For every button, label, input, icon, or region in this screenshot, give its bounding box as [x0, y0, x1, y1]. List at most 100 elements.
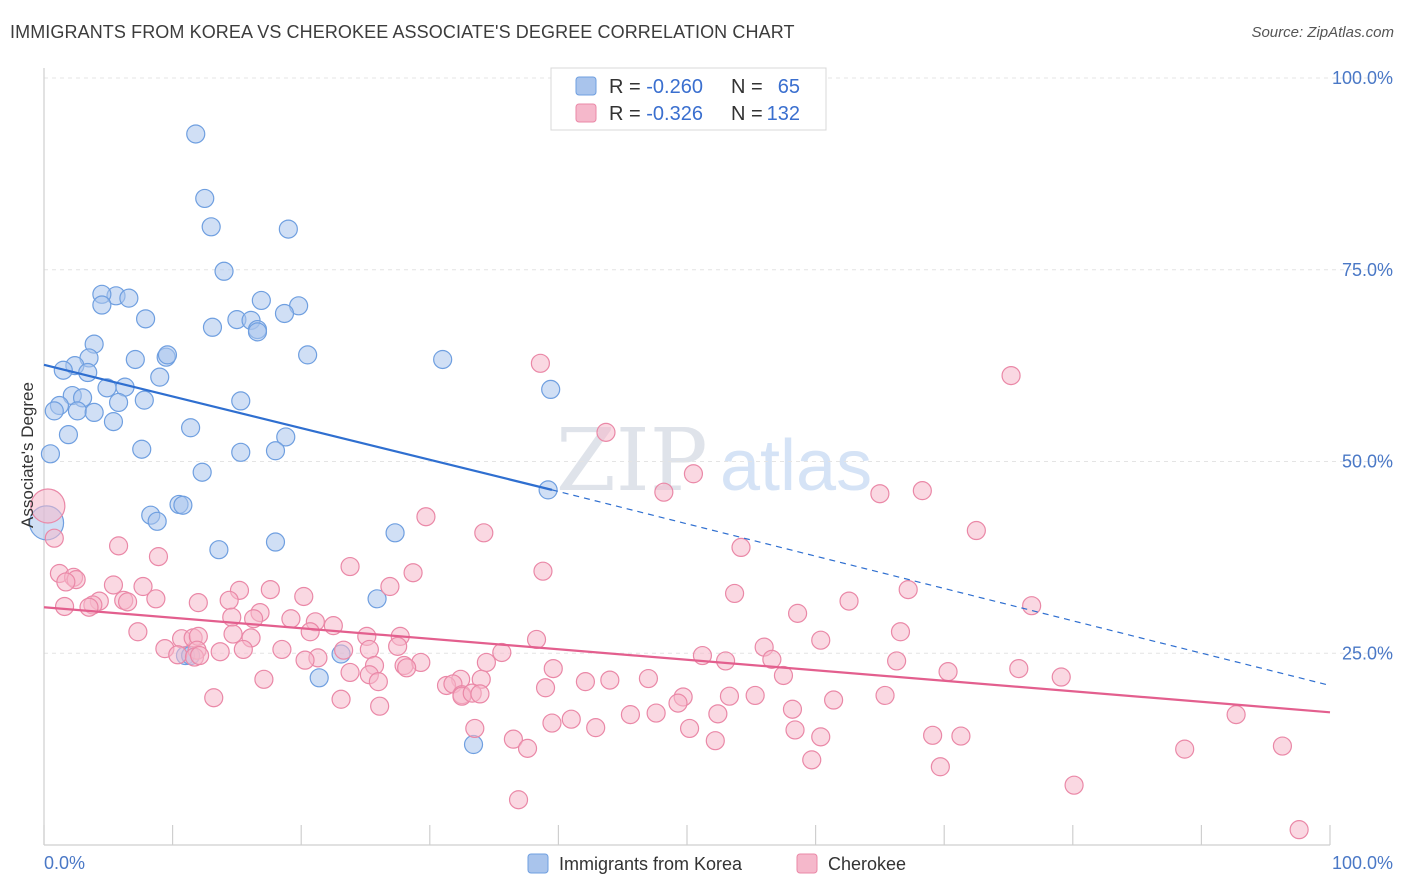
- cherokee-point-64: [272, 639, 292, 660]
- chart-title: IMMIGRANTS FROM KOREA VS CHEROKEE ASSOCI…: [10, 22, 795, 42]
- cherokee-point-132: [1175, 739, 1195, 759]
- korea-point-41: [103, 412, 124, 432]
- korea-point-7: [119, 288, 139, 308]
- korea-point-10: [92, 295, 112, 315]
- cherokee-point-117: [782, 699, 803, 719]
- legend-bottom-label-cherokee: Cherokee: [828, 854, 906, 874]
- legend-bottom-swatch-korea: [527, 853, 549, 874]
- korea-point-40: [84, 402, 104, 423]
- cherokee-point-43: [281, 609, 301, 629]
- korea-point-49: [192, 462, 212, 482]
- cherokee-point-83: [1009, 658, 1029, 679]
- cherokee-point-125: [503, 729, 523, 749]
- y-axis-label: Associate's Degree: [18, 382, 37, 528]
- korea-point-28: [150, 367, 170, 387]
- cherokee-point-116: [708, 704, 728, 724]
- korea-point-48: [40, 444, 61, 464]
- korea-point-52: [173, 495, 193, 515]
- legend-bottom-label-korea: Immigrants from Korea: [559, 854, 743, 874]
- cherokee-point-104: [470, 684, 490, 704]
- legend-n-label-0: N =: [731, 76, 763, 98]
- cherokee-point-111: [331, 689, 351, 709]
- cherokee-point-5: [596, 422, 616, 442]
- y-tick-label-100: 100.0%: [1332, 68, 1393, 88]
- korea-trend-line: [43, 363, 553, 491]
- cherokee-point-66: [359, 639, 379, 660]
- cherokee-point-96: [368, 672, 388, 692]
- korea-point-27: [78, 362, 98, 383]
- korea-point-36: [134, 390, 154, 410]
- cherokee-point-110: [204, 688, 224, 708]
- legend-swatch-korea: [575, 76, 597, 96]
- cherokee-point-128: [811, 727, 831, 747]
- korea-point-11: [274, 303, 295, 324]
- cherokee-point-34: [219, 590, 239, 610]
- legend-r-value-1: -0.326: [646, 103, 703, 125]
- cherokee-point-6: [654, 482, 674, 502]
- cherokee-point-129: [923, 725, 943, 745]
- korea-point-2: [201, 217, 221, 237]
- axes: 25.0% 50.0% 75.0% 100.0%: [43, 68, 1393, 846]
- legend-top: R = -0.260 N = 65 R = -0.326 N = 132: [550, 67, 827, 131]
- cherokee-point-86: [397, 658, 417, 678]
- cherokee-point-121: [679, 718, 700, 739]
- cherokee-point-8: [912, 481, 932, 501]
- korea-point-45: [132, 439, 152, 459]
- cherokee-point-131: [1272, 736, 1293, 756]
- korea-point-12: [135, 309, 156, 329]
- cherokee-point-18: [56, 572, 76, 592]
- cherokee-point-13: [416, 507, 436, 527]
- legend-r-label-0: R =: [609, 76, 646, 98]
- cherokee-point-2: [108, 536, 129, 556]
- cherokee-point-25: [260, 579, 280, 600]
- svg-text:N =: N =: [731, 103, 763, 125]
- cherokee-point-62: [210, 642, 230, 662]
- cherokee-point-9: [683, 464, 704, 484]
- cherokee-point-123: [1226, 705, 1246, 725]
- korea-point-3: [278, 219, 298, 239]
- cherokee-point-20: [403, 563, 423, 583]
- cherokee-point-12: [731, 537, 751, 558]
- cherokee-point-91: [638, 668, 659, 689]
- legend-bottom-swatch-cherokee: [796, 853, 818, 874]
- series-korea: [28, 124, 561, 755]
- korea-trend-line-extension: [551, 489, 1331, 687]
- cherokee-point-7: [870, 484, 890, 504]
- cherokee-point-33: [188, 593, 208, 613]
- cherokee-point-106: [719, 686, 740, 706]
- cherokee-point-22: [103, 575, 124, 595]
- cherokee-point-53: [223, 624, 243, 644]
- grid: [44, 77, 1393, 654]
- cherokee-point-37: [54, 596, 75, 617]
- korea-point-4: [214, 261, 234, 281]
- korea-point-24: [433, 349, 453, 370]
- cherokee-point-81: [762, 649, 782, 669]
- svg-text:N =: N =: [731, 76, 763, 98]
- cherokee-point-42: [1022, 596, 1042, 616]
- korea-point-31: [541, 379, 561, 400]
- cherokee-point-27: [724, 583, 745, 604]
- cherokee-point-28: [898, 579, 918, 600]
- x-tick-label-0: 0.0%: [44, 853, 85, 873]
- y-tick-label-75: 75.0%: [1342, 260, 1393, 280]
- korea-point-44: [276, 427, 296, 447]
- trend-lines: [43, 363, 1331, 714]
- cherokee-point-14: [148, 547, 169, 567]
- cherokee-point-107: [745, 685, 765, 706]
- cherokee-point-100: [575, 672, 596, 692]
- x-tick-label-1: 100.0%: [1332, 853, 1393, 873]
- cherokee-point-10: [474, 523, 494, 543]
- cherokee-point-79: [715, 651, 736, 671]
- cherokee-point-108: [824, 690, 844, 710]
- cherokee-point-95: [254, 669, 274, 689]
- cherokee-point-71: [190, 645, 210, 666]
- cherokee-point-118: [542, 713, 562, 733]
- cherokee-point-109: [875, 685, 895, 706]
- cherokee-trend-line: [43, 606, 1331, 714]
- cherokee-point-59: [811, 630, 831, 650]
- korea-point-8: [251, 290, 271, 311]
- cherokee-point-49: [128, 622, 148, 642]
- cherokee-point-48: [300, 622, 320, 642]
- korea-point-23: [157, 345, 178, 365]
